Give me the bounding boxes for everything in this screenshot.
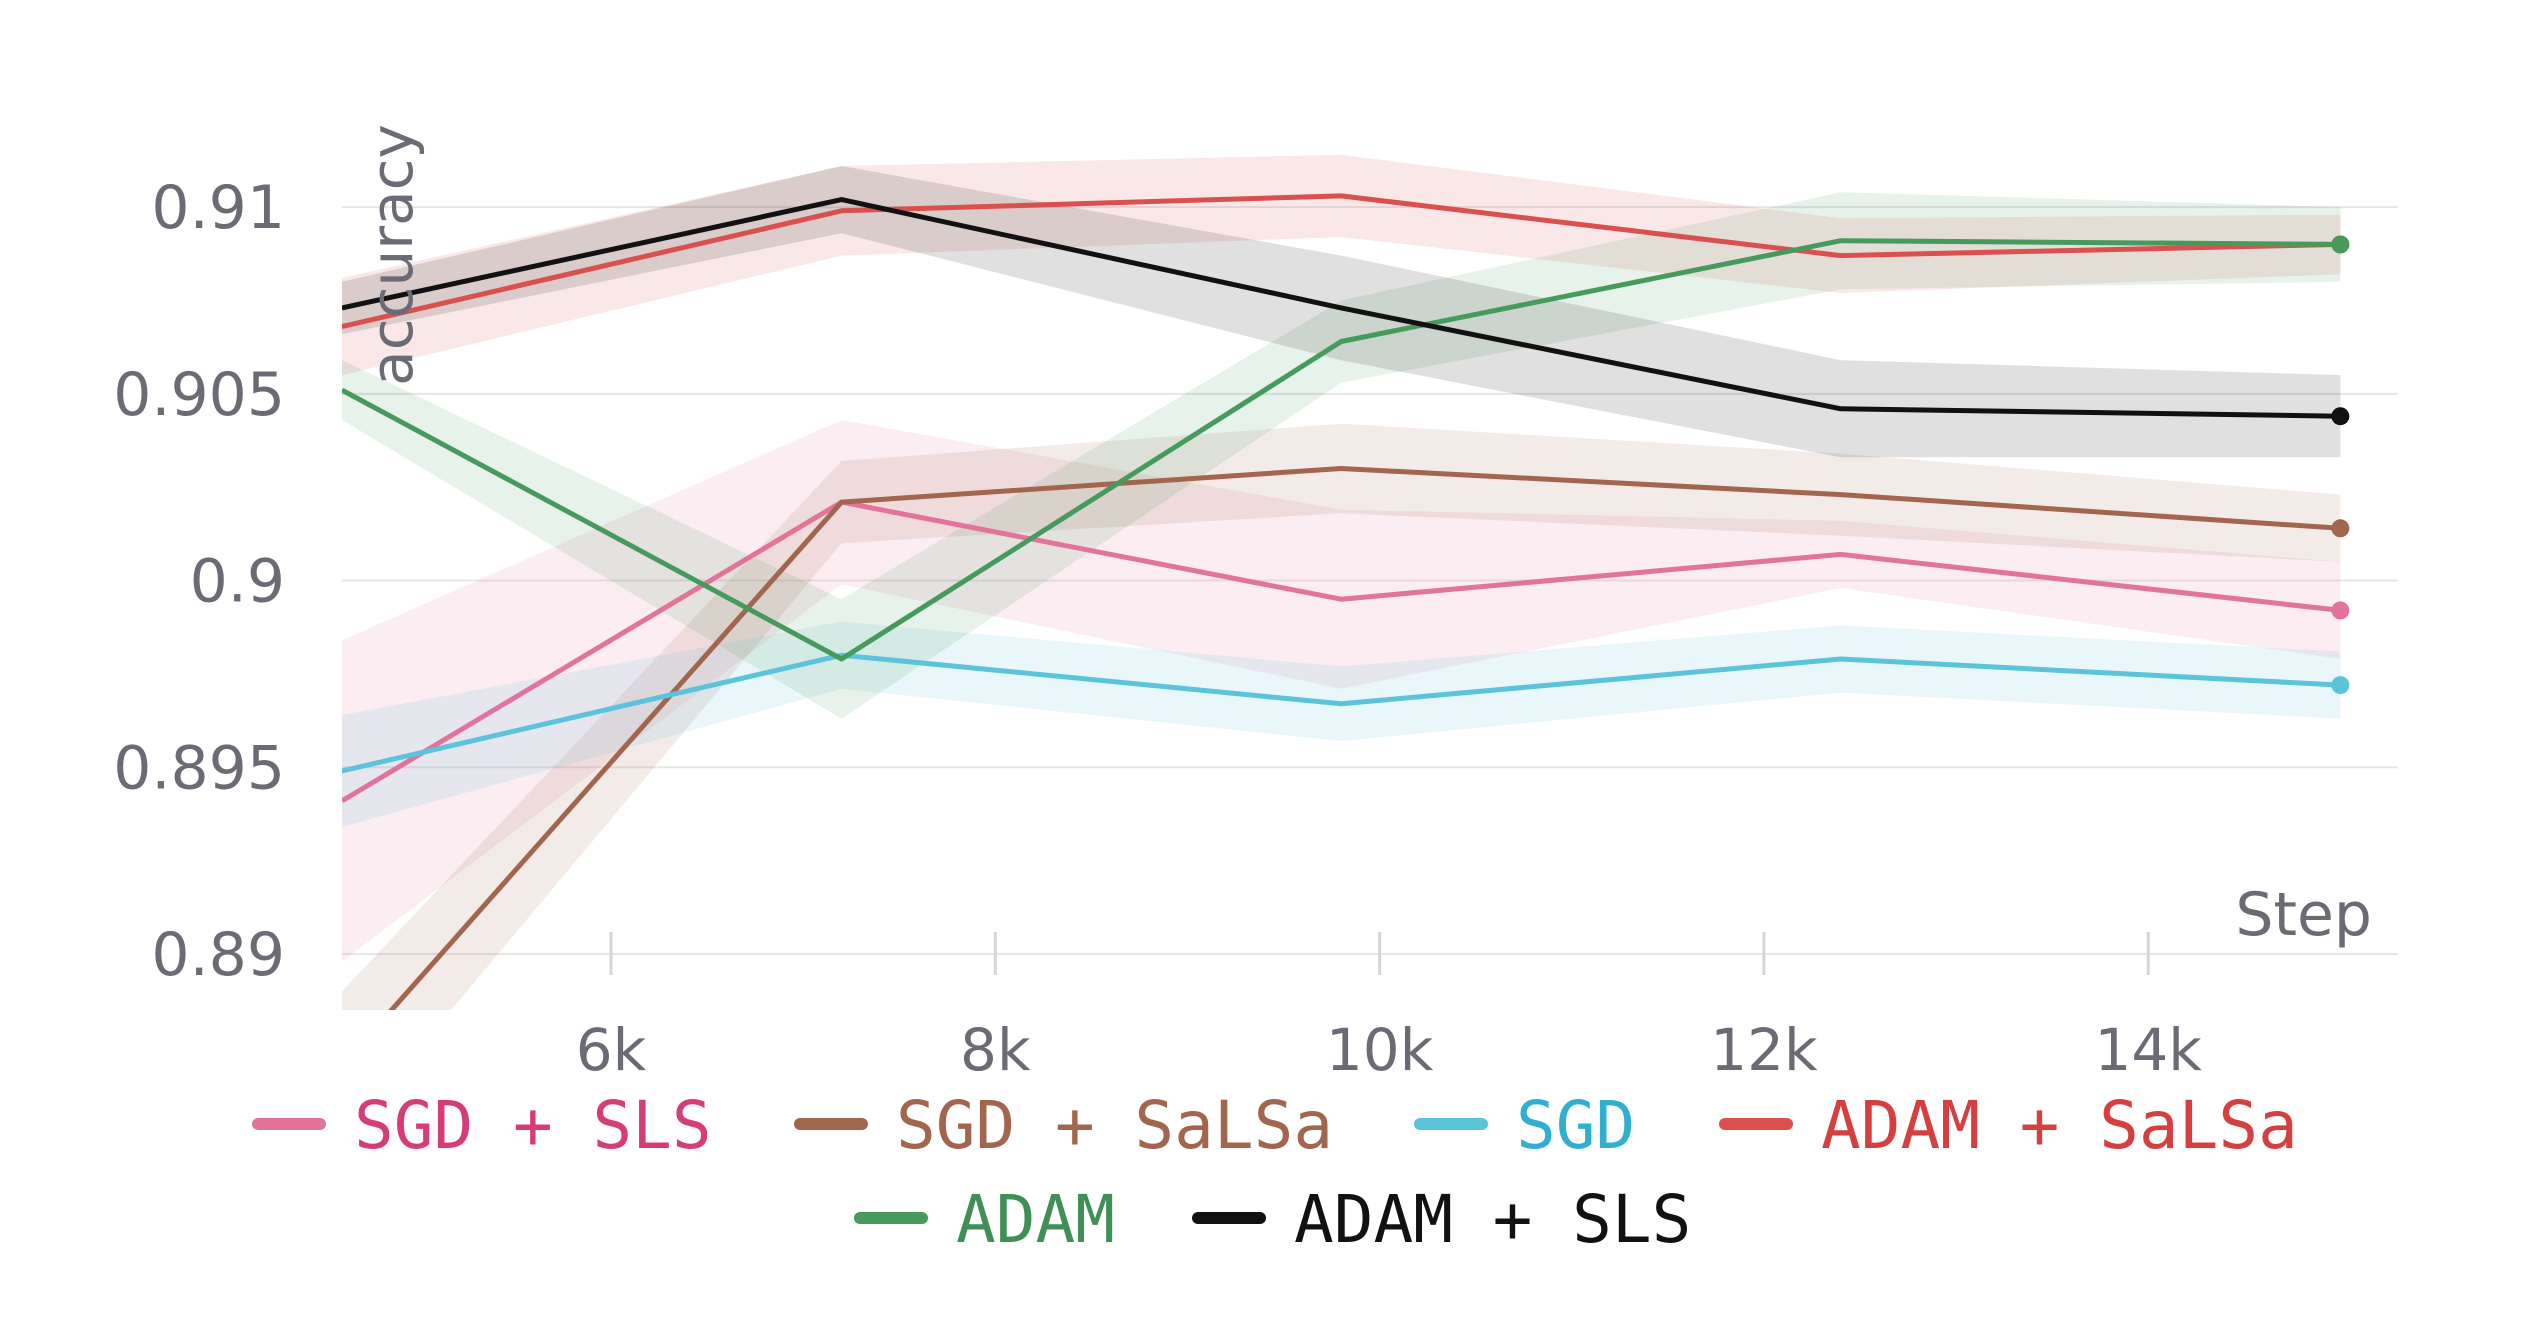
legend-label-adam: ADAM [956, 1181, 1115, 1258]
y-tick-label: 0.905 [113, 360, 285, 430]
confidence-bands [342, 154, 2341, 1010]
legend-label-sgd-plus-salsa: SGD + SaLSa [896, 1087, 1333, 1164]
x-tick-label: 10k [1326, 1016, 1434, 1084]
legend-label-sgd-plus-sls: SGD + SLS [354, 1087, 712, 1164]
band-adam-plus-sls [342, 166, 2341, 458]
series-lines [342, 193, 2341, 1010]
line-adam [342, 238, 2341, 662]
legend: SGD + SLS SGD + SaLSa SGD ADAM + SaLSa ADAM A… [252, 1087, 2298, 1258]
grid [342, 206, 2398, 975]
axes: 0.89 0.895 0.9 0.905 0.91 6k 8k 10k 12k 14k Step ac… [113, 124, 2372, 1084]
y-tick-label: 0.91 [151, 173, 285, 243]
y-tick-label: 0.89 [151, 920, 285, 990]
line-sgd [342, 652, 2341, 774]
y-axis-label: accuracy [358, 124, 426, 386]
endpoint-sgd-plus-salsa [2331, 519, 2350, 538]
series-endpoints [2331, 235, 2350, 695]
line-sgd-plus-sls [342, 499, 2341, 804]
line-adam-plus-sls [342, 197, 2341, 419]
endpoint-adam [2331, 235, 2350, 254]
y-tick-label: 0.9 [190, 547, 285, 617]
band-sgd [342, 621, 2341, 827]
legend-label-sgd: SGD [1516, 1087, 1635, 1164]
line-adam-plus-salsa [342, 193, 2341, 330]
legend-label-adam-plus-salsa: ADAM + SaLSa [1821, 1087, 2298, 1164]
endpoint-adam-plus-sls [2331, 407, 2350, 426]
x-axis-label: Step [2235, 880, 2372, 950]
band-sgd-plus-salsa [342, 423, 2341, 1010]
x-tick-label: 12k [1710, 1016, 1818, 1084]
legend-label-adam-plus-sls: ADAM + SLS [1294, 1181, 1691, 1258]
endpoint-sgd [2331, 676, 2350, 695]
line-sgd-plus-salsa [388, 466, 2341, 1010]
x-tick-label: 8k [960, 1016, 1031, 1084]
y-tick-label: 0.895 [113, 733, 285, 803]
x-tick-label: 6k [576, 1016, 647, 1084]
endpoint-sgd-plus-sls [2331, 601, 2350, 620]
x-tick-label: 14k [2095, 1016, 2203, 1084]
